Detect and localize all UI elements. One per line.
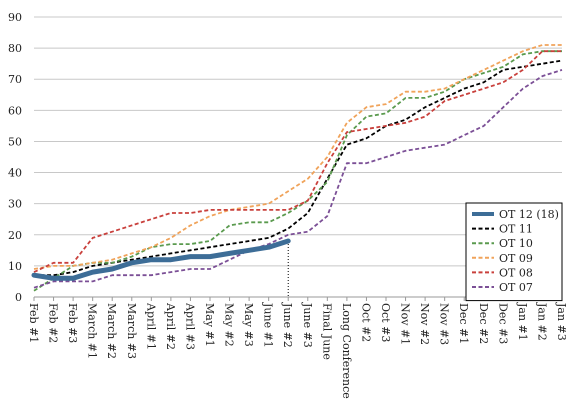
x-tick-label: Nov #3 (438, 303, 451, 345)
series-line-ot-12-18 (31, 238, 291, 281)
x-tick-label: April #1 (144, 302, 157, 350)
series-line-ot-07 (33, 69, 563, 289)
x-tick-label: April #2 (164, 302, 177, 350)
x-tick-label: March #1 (86, 303, 99, 359)
x-tick-label: Dec #1 (457, 303, 470, 344)
legend-label-ot-09: OT 09 (499, 252, 533, 265)
x-tick-label: Nov #1 (399, 303, 412, 345)
legend-label-ot-08: OT 08 (499, 266, 533, 279)
legend-label-ot-10: OT 10 (499, 237, 533, 250)
x-tick-label: Long Conference (340, 303, 353, 399)
series-line-ot-09 (33, 44, 562, 270)
x-tick-label: Feb #3 (66, 303, 79, 343)
legend-label-ot-11: OT 11 (499, 223, 533, 236)
y-tick-label: 90 (8, 11, 22, 24)
x-tick-label: May #1 (203, 303, 216, 347)
x-tick-label: Jan #3 (555, 302, 568, 341)
x-tick-label: Final June (320, 303, 333, 360)
x-tick-label: Feb #1 (27, 303, 40, 343)
x-tick-label: Oct #3 (379, 303, 392, 342)
x-tick-label: Dec #3 (496, 303, 509, 344)
x-tick-label: Feb #2 (47, 303, 60, 343)
y-tick-label: 0 (15, 291, 22, 304)
y-tick-label: 50 (8, 135, 22, 148)
legend-box (465, 202, 563, 302)
legend-label-ot-07: OT 07 (499, 281, 533, 294)
x-tick-label: May #2 (223, 303, 236, 347)
x-tick-label: Oct #2 (359, 303, 372, 342)
y-tick-label: 20 (8, 229, 22, 242)
x-tick-label: Nov #2 (418, 303, 431, 345)
x-tick-label: April #3 (183, 302, 196, 350)
y-tick-label: 10 (8, 260, 22, 273)
axes: 0 10 20 30 40 50 60 70 80 90 Feb #1 Feb #2 Feb #3 Mar… (8, 11, 568, 399)
series-line-ot-08 (33, 50, 562, 273)
x-tick-label: June #2 (281, 302, 294, 348)
y-tick-label: 80 (8, 42, 22, 55)
grid-lines (34, 16, 562, 267)
legend-label-ot-12-18: OT 12 (18) (499, 208, 559, 221)
x-tick-label: Jan #2 (535, 302, 548, 341)
y-tick-label: 60 (8, 104, 22, 117)
y-tick-label: 30 (8, 198, 22, 211)
x-tick-label: June #1 (262, 302, 275, 348)
x-tick-label: June #3 (301, 302, 314, 348)
x-tick-label: March #3 (125, 303, 138, 359)
y-tick-label: 70 (8, 73, 22, 86)
series-lines (31, 44, 563, 292)
x-tick-label: Jan #1 (516, 302, 529, 341)
x-tick-label: March #2 (105, 303, 118, 359)
x-tick-label: May #3 (242, 303, 255, 347)
x-tick-label: Dec #2 (477, 303, 490, 344)
y-tick-label: 40 (8, 167, 22, 180)
